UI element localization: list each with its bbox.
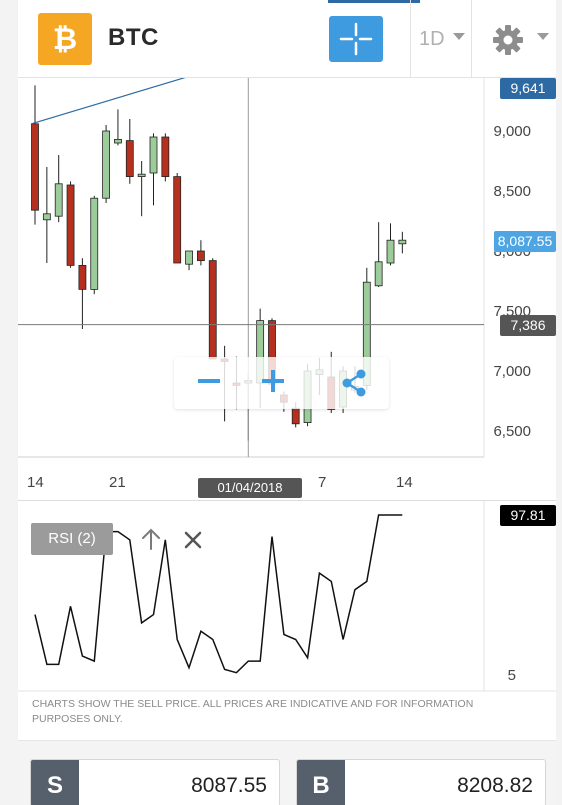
candle-body-down: [66, 184, 75, 266]
timeframe-dropdown[interactable]: 1D: [410, 0, 472, 78]
candle-body-down: [78, 264, 87, 290]
candle: [208, 258, 217, 360]
candle-body-down: [161, 136, 170, 177]
chart-zoom-controls: [174, 357, 389, 409]
share-button[interactable]: [339, 368, 369, 398]
close-icon: [184, 531, 202, 549]
price-axis-label: 9,000: [493, 123, 531, 140]
candle-body-down: [31, 123, 39, 211]
crosshair-price-tag: 7,386: [500, 315, 556, 336]
buy-label: B: [297, 760, 345, 805]
sell-price: 8087.55: [191, 774, 267, 797]
candle: [125, 119, 134, 184]
price-chart[interactable]: [18, 78, 556, 498]
candle-body-up: [374, 261, 383, 287]
buy-button[interactable]: B 8208.82: [296, 759, 546, 805]
candle-body-up: [386, 239, 395, 264]
crosshair-date-tag: 01/04/2018: [198, 478, 302, 498]
candle: [66, 181, 75, 268]
header-bar: ₿ BTC 1D: [18, 0, 556, 78]
candle: [386, 223, 395, 266]
zoom-in-button[interactable]: [258, 366, 288, 396]
candle-body-up: [149, 136, 158, 174]
crosshair-icon: [339, 22, 373, 56]
candle-body-down: [173, 176, 182, 264]
candle: [398, 231, 407, 254]
candle-body-up: [90, 197, 99, 290]
move-indicator-up-button[interactable]: [140, 527, 162, 553]
candle: [374, 222, 383, 287]
disclaimer-text: CHARTS SHOW THE SELL PRICE. ALL PRICES A…: [32, 698, 474, 725]
left-margin: [0, 0, 18, 805]
candle-body-down: [125, 140, 134, 177]
chevron-down-icon: [537, 33, 549, 40]
x-axis-label: 7: [318, 474, 327, 491]
current-price-tag: 8,087.55: [494, 231, 556, 252]
gear-icon: [493, 25, 523, 55]
candle-body-up: [102, 130, 110, 199]
candle: [54, 155, 63, 223]
bitcoin-logo-icon: ₿: [38, 13, 92, 65]
sell-button[interactable]: S 8087.55: [30, 759, 280, 805]
candle-body-down: [291, 407, 300, 425]
sell-label: S: [31, 760, 79, 805]
candle-body-up: [398, 239, 407, 245]
settings-button[interactable]: [473, 0, 556, 78]
minus-icon: [198, 379, 220, 383]
candle: [102, 125, 110, 203]
candle: [114, 109, 122, 146]
candle-body-down: [196, 250, 205, 261]
arrow-up-icon: [142, 528, 160, 550]
share-icon: [342, 369, 366, 397]
crosshair-button[interactable]: [329, 16, 383, 62]
trend-line: [31, 78, 186, 125]
candle: [42, 167, 51, 263]
trade-bar: S 8087.55 B 8208.82: [18, 740, 556, 805]
rsi-axis-label: 5: [507, 667, 516, 684]
header-accent-line: [328, 0, 420, 3]
rsi-value-tag: 97.81: [500, 505, 556, 526]
buy-price: 8208.82: [457, 774, 533, 797]
right-margin: [556, 0, 562, 805]
high-price-tag: 9,641: [500, 78, 556, 99]
candle-body-up: [42, 213, 51, 221]
x-axis-label: 14: [396, 474, 413, 491]
zoom-out-button[interactable]: [194, 366, 224, 396]
candle: [161, 133, 170, 182]
instrument-name: BTC: [108, 24, 159, 51]
chevron-down-icon: [453, 33, 465, 40]
timeframe-label: 1D: [419, 28, 445, 50]
candle-body-down: [208, 260, 217, 360]
rsi-line: [34, 514, 403, 674]
plus-icon: [262, 370, 284, 392]
price-axis-label: 8,500: [493, 183, 531, 200]
rsi-indicator-panel[interactable]: RSI (2) 97.81 5: [18, 500, 556, 695]
candle-body-up: [137, 173, 146, 177]
candle-body-up: [54, 183, 63, 217]
candle: [78, 258, 87, 329]
trading-chart-screen: ₿ BTC 1D: [18, 0, 556, 805]
rsi-indicator-label[interactable]: RSI (2): [31, 523, 113, 555]
candle: [196, 240, 205, 266]
rsi-chart: [18, 501, 556, 692]
x-axis-label: 14: [27, 474, 44, 491]
candle: [137, 161, 146, 217]
x-axis-label: 21: [109, 474, 126, 491]
candle: [173, 173, 182, 264]
price-axis-label: 7,000: [493, 363, 531, 380]
price-axis-label: 6,500: [493, 423, 531, 440]
candle: [31, 85, 39, 225]
candle: [90, 195, 99, 295]
remove-indicator-button[interactable]: [182, 529, 204, 551]
candle-body-up: [185, 250, 193, 265]
candle: [149, 133, 158, 206]
candle-body-up: [114, 139, 122, 144]
candle: [185, 250, 193, 271]
